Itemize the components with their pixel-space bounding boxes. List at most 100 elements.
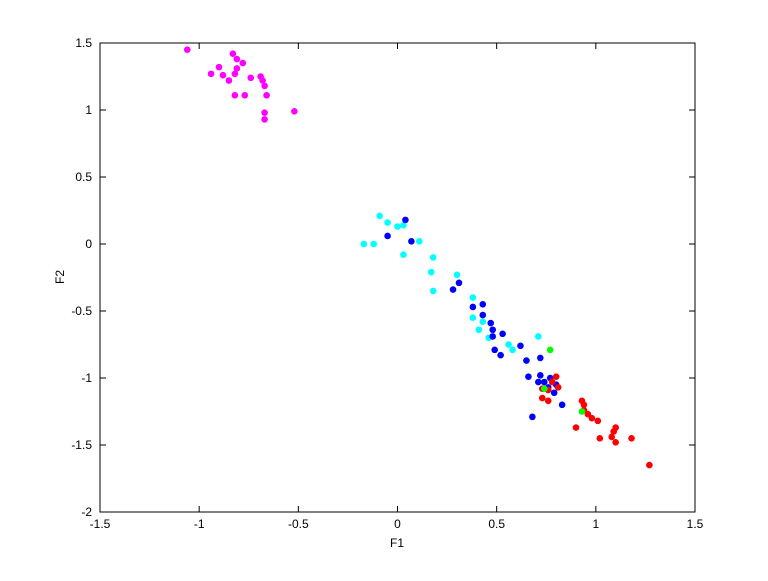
data-point-series-5: [546, 346, 554, 354]
data-point-series-2: [429, 254, 437, 261]
data-point-series-3: [469, 303, 477, 311]
data-point-series-3: [408, 238, 415, 245]
data-point-series-3: [479, 301, 487, 308]
data-point-series-2: [360, 240, 368, 248]
data-point-series-4: [594, 417, 602, 425]
data-point-series-4: [544, 397, 552, 405]
data-point-series-2: [400, 221, 407, 229]
data-point-series-1: [239, 59, 247, 67]
data-point-series-3: [550, 389, 558, 397]
data-point-series-2: [469, 314, 477, 322]
data-point-series-3: [489, 333, 497, 340]
y-tick-label: 0: [85, 237, 92, 251]
data-point-series-4: [538, 394, 546, 402]
data-point-series-3: [540, 378, 548, 386]
y-tick-label: -1.5: [71, 438, 92, 452]
x-tick-label: 0.5: [488, 517, 505, 531]
data-point-series-5: [540, 385, 548, 393]
y-tick-label: 1.5: [75, 36, 92, 50]
data-point-series-4: [572, 424, 580, 431]
data-point-series-4: [596, 435, 604, 442]
data-point-series-2: [475, 326, 483, 334]
x-tick-label: 0: [394, 517, 401, 531]
data-point-series-3: [449, 286, 457, 293]
data-point-series-2: [505, 341, 512, 348]
data-point-series-1: [225, 77, 233, 84]
data-points: [183, 46, 653, 469]
data-point-series-3: [535, 378, 542, 386]
data-point-series-2: [429, 287, 437, 295]
x-tick-label: 1: [592, 517, 599, 531]
data-point-series-3: [537, 372, 544, 379]
data-point-series-2: [479, 318, 487, 326]
data-point-series-3: [384, 232, 391, 240]
data-point-series-2: [469, 294, 477, 301]
data-point-series-4: [612, 439, 619, 446]
data-point-series-2: [535, 333, 542, 340]
data-point-series-4: [584, 410, 592, 418]
data-point-series-1: [233, 65, 241, 72]
data-point-series-3: [517, 342, 524, 350]
data-point-series-3: [499, 330, 506, 338]
data-point-series-3: [525, 373, 532, 380]
data-point-series-3: [558, 401, 566, 409]
data-point-series-3: [455, 279, 463, 287]
data-point-series-2: [453, 271, 461, 279]
data-point-series-1: [215, 63, 223, 71]
data-point-series-2: [370, 240, 378, 248]
data-point-series-3: [487, 319, 495, 327]
data-point-series-4: [628, 435, 635, 442]
data-point-series-1: [229, 50, 237, 58]
y-tick-label: -0.5: [71, 304, 92, 318]
data-point-series-2: [509, 346, 516, 354]
data-point-series-2: [384, 219, 391, 226]
data-point-series-1: [219, 71, 227, 79]
y-tick-label: -2: [81, 505, 92, 519]
data-point-series-2: [416, 238, 423, 245]
data-point-series-2: [394, 223, 401, 230]
x-tick-label: -0.5: [288, 517, 309, 531]
data-point-series-3: [497, 351, 504, 359]
data-point-series-4: [588, 414, 596, 422]
x-tick-label: -1: [194, 517, 205, 531]
data-point-series-3: [523, 357, 530, 364]
data-point-series-2: [400, 251, 407, 259]
data-point-series-4: [646, 461, 653, 469]
y-axis-label: F2: [53, 270, 67, 284]
data-point-series-1: [259, 77, 266, 84]
data-point-series-4: [554, 384, 562, 391]
y-tick-label: 1: [85, 103, 92, 117]
data-point-series-1: [261, 82, 268, 90]
data-point-series-1: [233, 55, 241, 63]
x-axis-label: F1: [390, 536, 404, 550]
data-point-series-1: [231, 91, 239, 99]
data-point-series-2: [427, 268, 435, 276]
y-tick-label: -1: [81, 371, 92, 385]
x-tick-label: 1.5: [687, 517, 704, 531]
x-tick-label: -1.5: [90, 517, 111, 531]
data-point-series-4: [608, 433, 615, 441]
data-point-series-4: [548, 378, 556, 386]
data-point-series-3: [491, 346, 498, 354]
data-point-series-1: [247, 74, 255, 82]
data-point-series-1: [263, 91, 270, 99]
y-tick-label: 0.5: [75, 170, 92, 184]
data-point-series-4: [610, 428, 617, 435]
data-point-series-1: [261, 116, 268, 123]
data-point-series-3: [489, 326, 497, 334]
data-point-series-1: [231, 70, 239, 78]
data-point-series-3: [529, 413, 536, 421]
data-point-series-1: [291, 108, 298, 115]
data-point-series-5: [578, 408, 586, 415]
data-point-series-1: [261, 109, 268, 116]
data-point-series-4: [552, 373, 560, 380]
data-point-series-1: [241, 91, 249, 99]
data-point-series-3: [479, 311, 487, 319]
data-point-series-2: [376, 212, 383, 220]
data-point-series-1: [183, 46, 191, 53]
data-point-series-4: [580, 401, 588, 409]
plot-area-frame: [99, 42, 696, 513]
